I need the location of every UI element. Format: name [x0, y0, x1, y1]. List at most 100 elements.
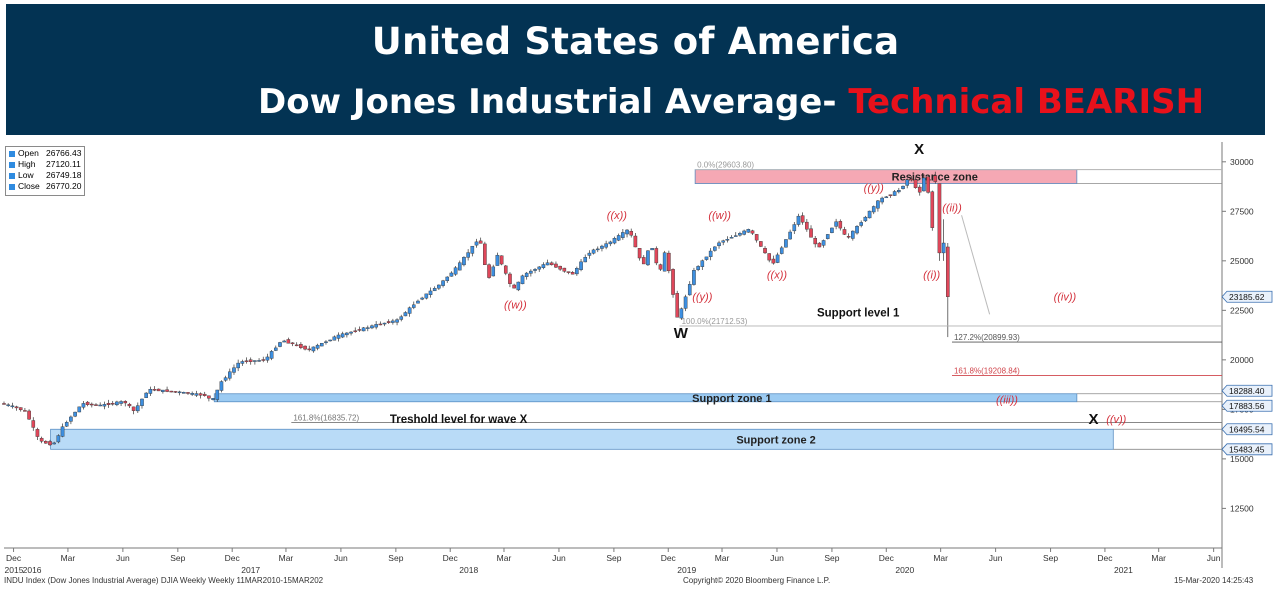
candle-body	[905, 179, 909, 186]
candle-body	[136, 405, 140, 412]
ohlc-high: High 27120.11	[9, 159, 84, 170]
candle-body	[94, 404, 98, 406]
candle-body	[156, 388, 161, 392]
zone-rect	[213, 393, 1078, 403]
year-label: 2016	[23, 565, 42, 575]
x-tick-label: Mar	[279, 553, 294, 563]
ohlc-low: Low 26749.18	[9, 170, 84, 181]
candle-body	[282, 340, 286, 343]
candle-body	[779, 247, 784, 254]
candle-body	[817, 242, 822, 248]
candle-body	[545, 262, 550, 266]
candle-body	[575, 268, 579, 275]
candle-body	[470, 245, 475, 254]
candle-body	[863, 216, 868, 222]
candle-body	[474, 241, 479, 246]
candle-body	[650, 248, 654, 251]
fib-label: 0.0%(29603.80)	[697, 161, 754, 170]
candle-body	[813, 238, 818, 245]
candle-body	[232, 367, 236, 373]
ohlc-open: Open 26766.43	[9, 148, 84, 159]
candle-body	[600, 245, 604, 249]
candle-body	[608, 241, 613, 245]
candle-body	[625, 229, 629, 235]
candle-body	[152, 389, 157, 391]
candle-body	[374, 324, 378, 328]
candle-body	[290, 342, 295, 345]
candle-body	[880, 197, 884, 203]
candle-body	[106, 403, 111, 405]
candle-body	[357, 329, 362, 331]
x-tick-label: Dec	[879, 553, 895, 563]
candle-body	[248, 359, 253, 362]
candle-body	[27, 410, 31, 420]
candle-body	[294, 344, 299, 347]
candle-body	[110, 403, 115, 405]
candle-body	[788, 231, 792, 240]
candle-body	[754, 234, 759, 241]
candle-body	[437, 284, 441, 289]
candle-body	[867, 210, 872, 219]
candle-body	[937, 183, 942, 254]
candle-body	[445, 276, 450, 282]
candle-body	[529, 270, 533, 274]
wave-label: ((w))	[708, 210, 731, 222]
candle-body	[629, 230, 634, 236]
candle-body	[809, 228, 813, 238]
candle-body	[257, 360, 261, 362]
candle-body	[453, 267, 458, 275]
candle-body	[503, 265, 508, 274]
zone-label: Support zone 2	[736, 434, 815, 446]
candle-body	[554, 263, 558, 268]
candle-body	[805, 221, 809, 230]
wave-label-major: X	[914, 141, 924, 158]
candle-body	[411, 304, 416, 308]
candle-body	[340, 333, 345, 338]
year-label: 2019	[677, 565, 696, 575]
candle-body	[236, 362, 240, 369]
candle-body	[913, 179, 918, 188]
x-tick-label: Sep	[170, 553, 185, 563]
candle-body	[336, 334, 341, 339]
candle-body	[131, 406, 136, 411]
candle-body	[307, 348, 312, 351]
candle-body	[491, 266, 496, 277]
y-tick-label: 20000	[1230, 355, 1254, 365]
candle-body	[616, 235, 621, 241]
footer-left: INDU Index (Dow Jones Industrial Average…	[4, 576, 324, 585]
candle-body	[324, 341, 328, 343]
year-label: 2021	[1114, 565, 1133, 575]
candle-body	[144, 392, 148, 398]
candle-body	[750, 230, 755, 234]
candle-body	[186, 392, 190, 394]
candle-body	[595, 248, 600, 251]
candle-body	[671, 269, 675, 295]
candle-body	[227, 371, 232, 379]
wave-label: ((x))	[767, 270, 787, 282]
candle-body	[370, 325, 374, 329]
candle-body	[746, 229, 751, 233]
candle-body	[173, 391, 178, 393]
candle-body	[930, 191, 935, 228]
ohlc-close: Close 26770.20	[9, 181, 84, 192]
x-tick-label: Mar	[933, 553, 948, 563]
projection-line	[961, 215, 991, 315]
header-banner: United States of America Dow Jones Indus…	[6, 4, 1265, 135]
y-tick-label: 30000	[1230, 157, 1254, 167]
candle-body	[198, 393, 203, 396]
x-tick-label: Sep	[606, 553, 621, 563]
candle-body	[566, 271, 571, 273]
candle-body	[909, 178, 914, 181]
candle-body	[499, 255, 504, 265]
candle-body	[432, 288, 437, 292]
candle-body	[319, 342, 324, 347]
candle-body	[349, 331, 353, 334]
candle-body	[679, 308, 684, 319]
candle-body	[696, 266, 700, 270]
price-tag	[1221, 443, 1273, 456]
candle-body	[140, 398, 144, 406]
candle-body	[190, 392, 194, 395]
candle-body	[549, 262, 554, 266]
candle-body	[478, 240, 483, 244]
candle-body	[18, 407, 23, 411]
